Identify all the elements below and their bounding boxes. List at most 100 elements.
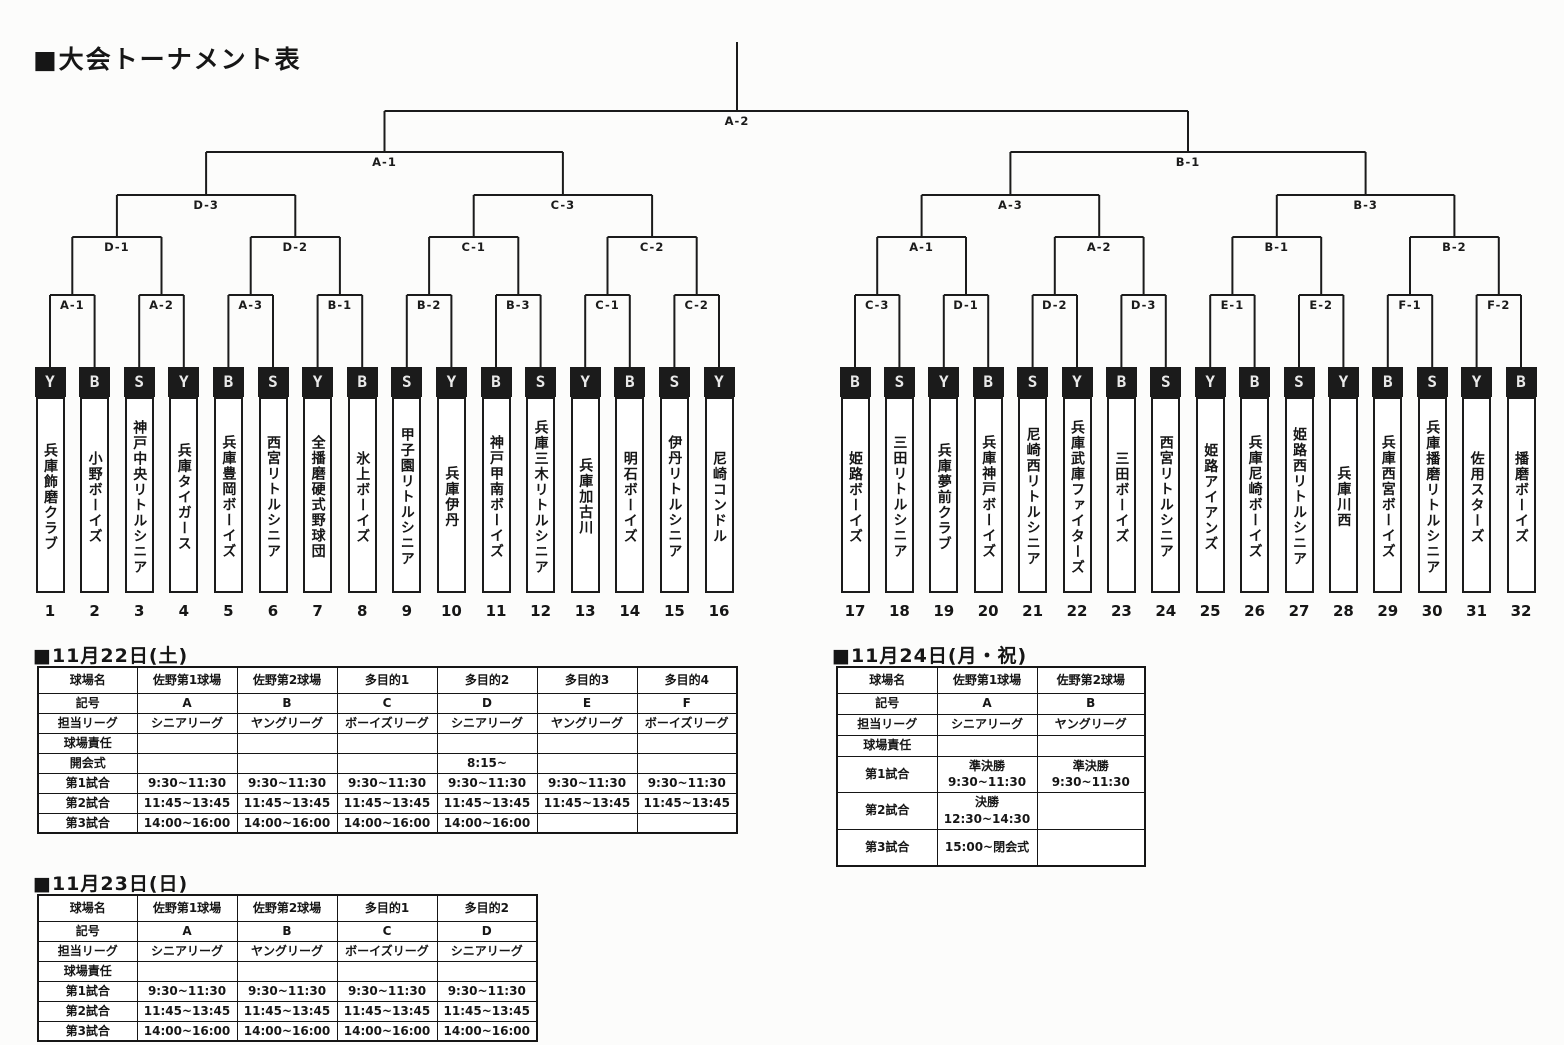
team-number: 19 (933, 602, 955, 620)
match-label-round2: D-2 (282, 240, 309, 254)
time-cell: D (436, 692, 538, 714)
team-name: 小野ボーイズ (86, 450, 103, 544)
league-badge: B (972, 367, 1004, 397)
team-name: 播磨ボーイズ (1513, 450, 1529, 544)
table-row: 第3試合 14:00~16:00 14:00~16:00 14:00~16:00 14:… (37, 812, 738, 834)
time-cell: C (336, 920, 438, 942)
team-number: 26 (1244, 602, 1266, 620)
table-row: 第3試合 15:00~閉会式 (836, 828, 1146, 867)
team-name-box: 姫路アイアンズ (1195, 397, 1225, 593)
table-row: 球場名 佐野第1球場 佐野第2球場 (836, 666, 1146, 694)
schedule-table: 球場名 佐野第1球場 佐野第2球場 多目的1 多目的2 記号 A B C D 担当リーグ シニアリーグ… (37, 894, 538, 1042)
row-label-cell: 第1試合 (37, 772, 138, 794)
team-column: Y 佐用スターズ 31 (1457, 367, 1497, 620)
match-label-quarterfinal: B-3 (1353, 198, 1378, 212)
time-cell (636, 752, 738, 774)
time-cell: 14:00~16:00 (236, 812, 338, 834)
team-name-box: 兵庫川西 (1328, 397, 1358, 593)
league-badge: S (1283, 367, 1315, 397)
team-name-box: 神戸甲南ボーイズ (481, 397, 511, 593)
time-cell: ヤングリーグ (536, 712, 638, 734)
time-cell: 14:00~16:00 (436, 812, 538, 834)
time-cell: D (436, 920, 538, 942)
league-badge: B (1105, 367, 1137, 397)
team-name-box: 兵庫西宮ボーイズ (1373, 397, 1403, 593)
venue-name-cell: 多目的2 (436, 894, 538, 922)
table-row: 記号 A B C D (37, 920, 538, 942)
team-number: 1 (44, 602, 56, 620)
team-name-box: 姫路ボーイズ (840, 397, 870, 593)
row-label-cell: 記号 (37, 692, 138, 714)
table-row: 開会式 8:15~ (37, 752, 738, 774)
match-label-round1: F-2 (1487, 298, 1511, 312)
team-column: S 尼崎西リトルシニア 21 (1013, 367, 1053, 620)
league-badge: Y (168, 367, 200, 397)
team-number: 15 (663, 602, 685, 620)
time-cell (236, 752, 338, 774)
time-cell: 9:30~11:30 (536, 772, 638, 794)
table-row: 第2試合 決勝 12:30~14:30 (836, 791, 1146, 830)
team-name-box: 甲子園リトルシニア (392, 397, 422, 593)
row-label-cell: 球場責任 (836, 734, 938, 757)
team-number: 30 (1421, 602, 1443, 620)
team-name-box: 西宮リトルシニア (1151, 397, 1181, 593)
team-name-box: 氷上ボーイズ (347, 397, 377, 593)
time-cell (436, 960, 538, 982)
time-cell: 11:45~13:45 (336, 792, 438, 814)
team-number: 12 (530, 602, 552, 620)
team-name: 三田ボーイズ (1113, 450, 1130, 544)
team-name: 兵庫伊丹 (443, 466, 460, 528)
time-cell (1036, 828, 1146, 867)
match-label-round1: D-2 (1042, 298, 1068, 312)
time-cell: シニアリーグ (136, 712, 238, 734)
team-number: 5 (223, 602, 234, 620)
time-cell: 9:30~11:30 (336, 980, 438, 1002)
team-column: S 甲子園リトルシニア 9 (387, 367, 427, 620)
team-column: S 伊丹リトルシニア 15 (654, 367, 694, 620)
time-cell: 9:30~11:30 (136, 772, 238, 794)
time-cell: 11:45~13:45 (236, 1000, 338, 1022)
team-number: 31 (1466, 602, 1488, 620)
time-cell: 11:45~13:45 (336, 1000, 438, 1022)
league-badge: Y (569, 367, 601, 397)
team-column: B 氷上ボーイズ 8 (342, 367, 382, 620)
team-name: 兵庫尼崎ボーイズ (1246, 435, 1263, 559)
venue-name-cell: 佐野第2球場 (236, 666, 338, 694)
league-badge: S (1150, 367, 1182, 397)
team-number: 9 (401, 602, 413, 620)
time-cell (236, 732, 338, 754)
time-cell: シニアリーグ (436, 712, 538, 734)
venue-name-cell: 多目的2 (436, 666, 538, 694)
time-cell (436, 732, 538, 754)
table-row: 記号 A B C D E F (37, 692, 738, 714)
team-number: 14 (619, 602, 641, 620)
team-name: 甲子園リトルシニア (398, 427, 415, 567)
league-badge: Y (1461, 367, 1493, 397)
team-name-box: 播磨ボーイズ (1506, 397, 1536, 593)
row-label-cell: 担当リーグ (37, 940, 138, 962)
league-badge: S (257, 367, 289, 397)
team-column: Y 兵庫武庫ファイターズ 22 (1057, 367, 1097, 620)
league-badge: S (658, 367, 690, 397)
team-number: 22 (1066, 602, 1088, 620)
league-badge: B (79, 367, 111, 397)
team-name-box: 兵庫豊岡ボーイズ (213, 397, 243, 593)
team-column: S 西宮リトルシニア 6 (253, 367, 293, 620)
time-cell: 決勝 12:30~14:30 (936, 791, 1038, 830)
time-cell (1036, 791, 1146, 830)
team-number: 29 (1377, 602, 1399, 620)
team-number: 32 (1510, 602, 1532, 620)
row-label-cell: 第1試合 (37, 980, 138, 1002)
match-label-round1: A-2 (149, 298, 174, 312)
league-badge: S (883, 367, 915, 397)
team-number: 25 (1199, 602, 1221, 620)
team-name: 兵庫武庫ファイターズ (1069, 419, 1085, 575)
match-label-round1: B-3 (506, 298, 531, 312)
venue-name-cell: 佐野第1球場 (136, 666, 238, 694)
team-name: 神戸中央リトルシニア (131, 419, 148, 575)
team-name: 佐用スターズ (1468, 450, 1485, 544)
time-cell (336, 732, 438, 754)
schedule-table: 球場名 佐野第1球場 佐野第2球場 多目的1 多目的2 多目的3 多目的4 記号 A B C D E F 担… (37, 666, 738, 834)
